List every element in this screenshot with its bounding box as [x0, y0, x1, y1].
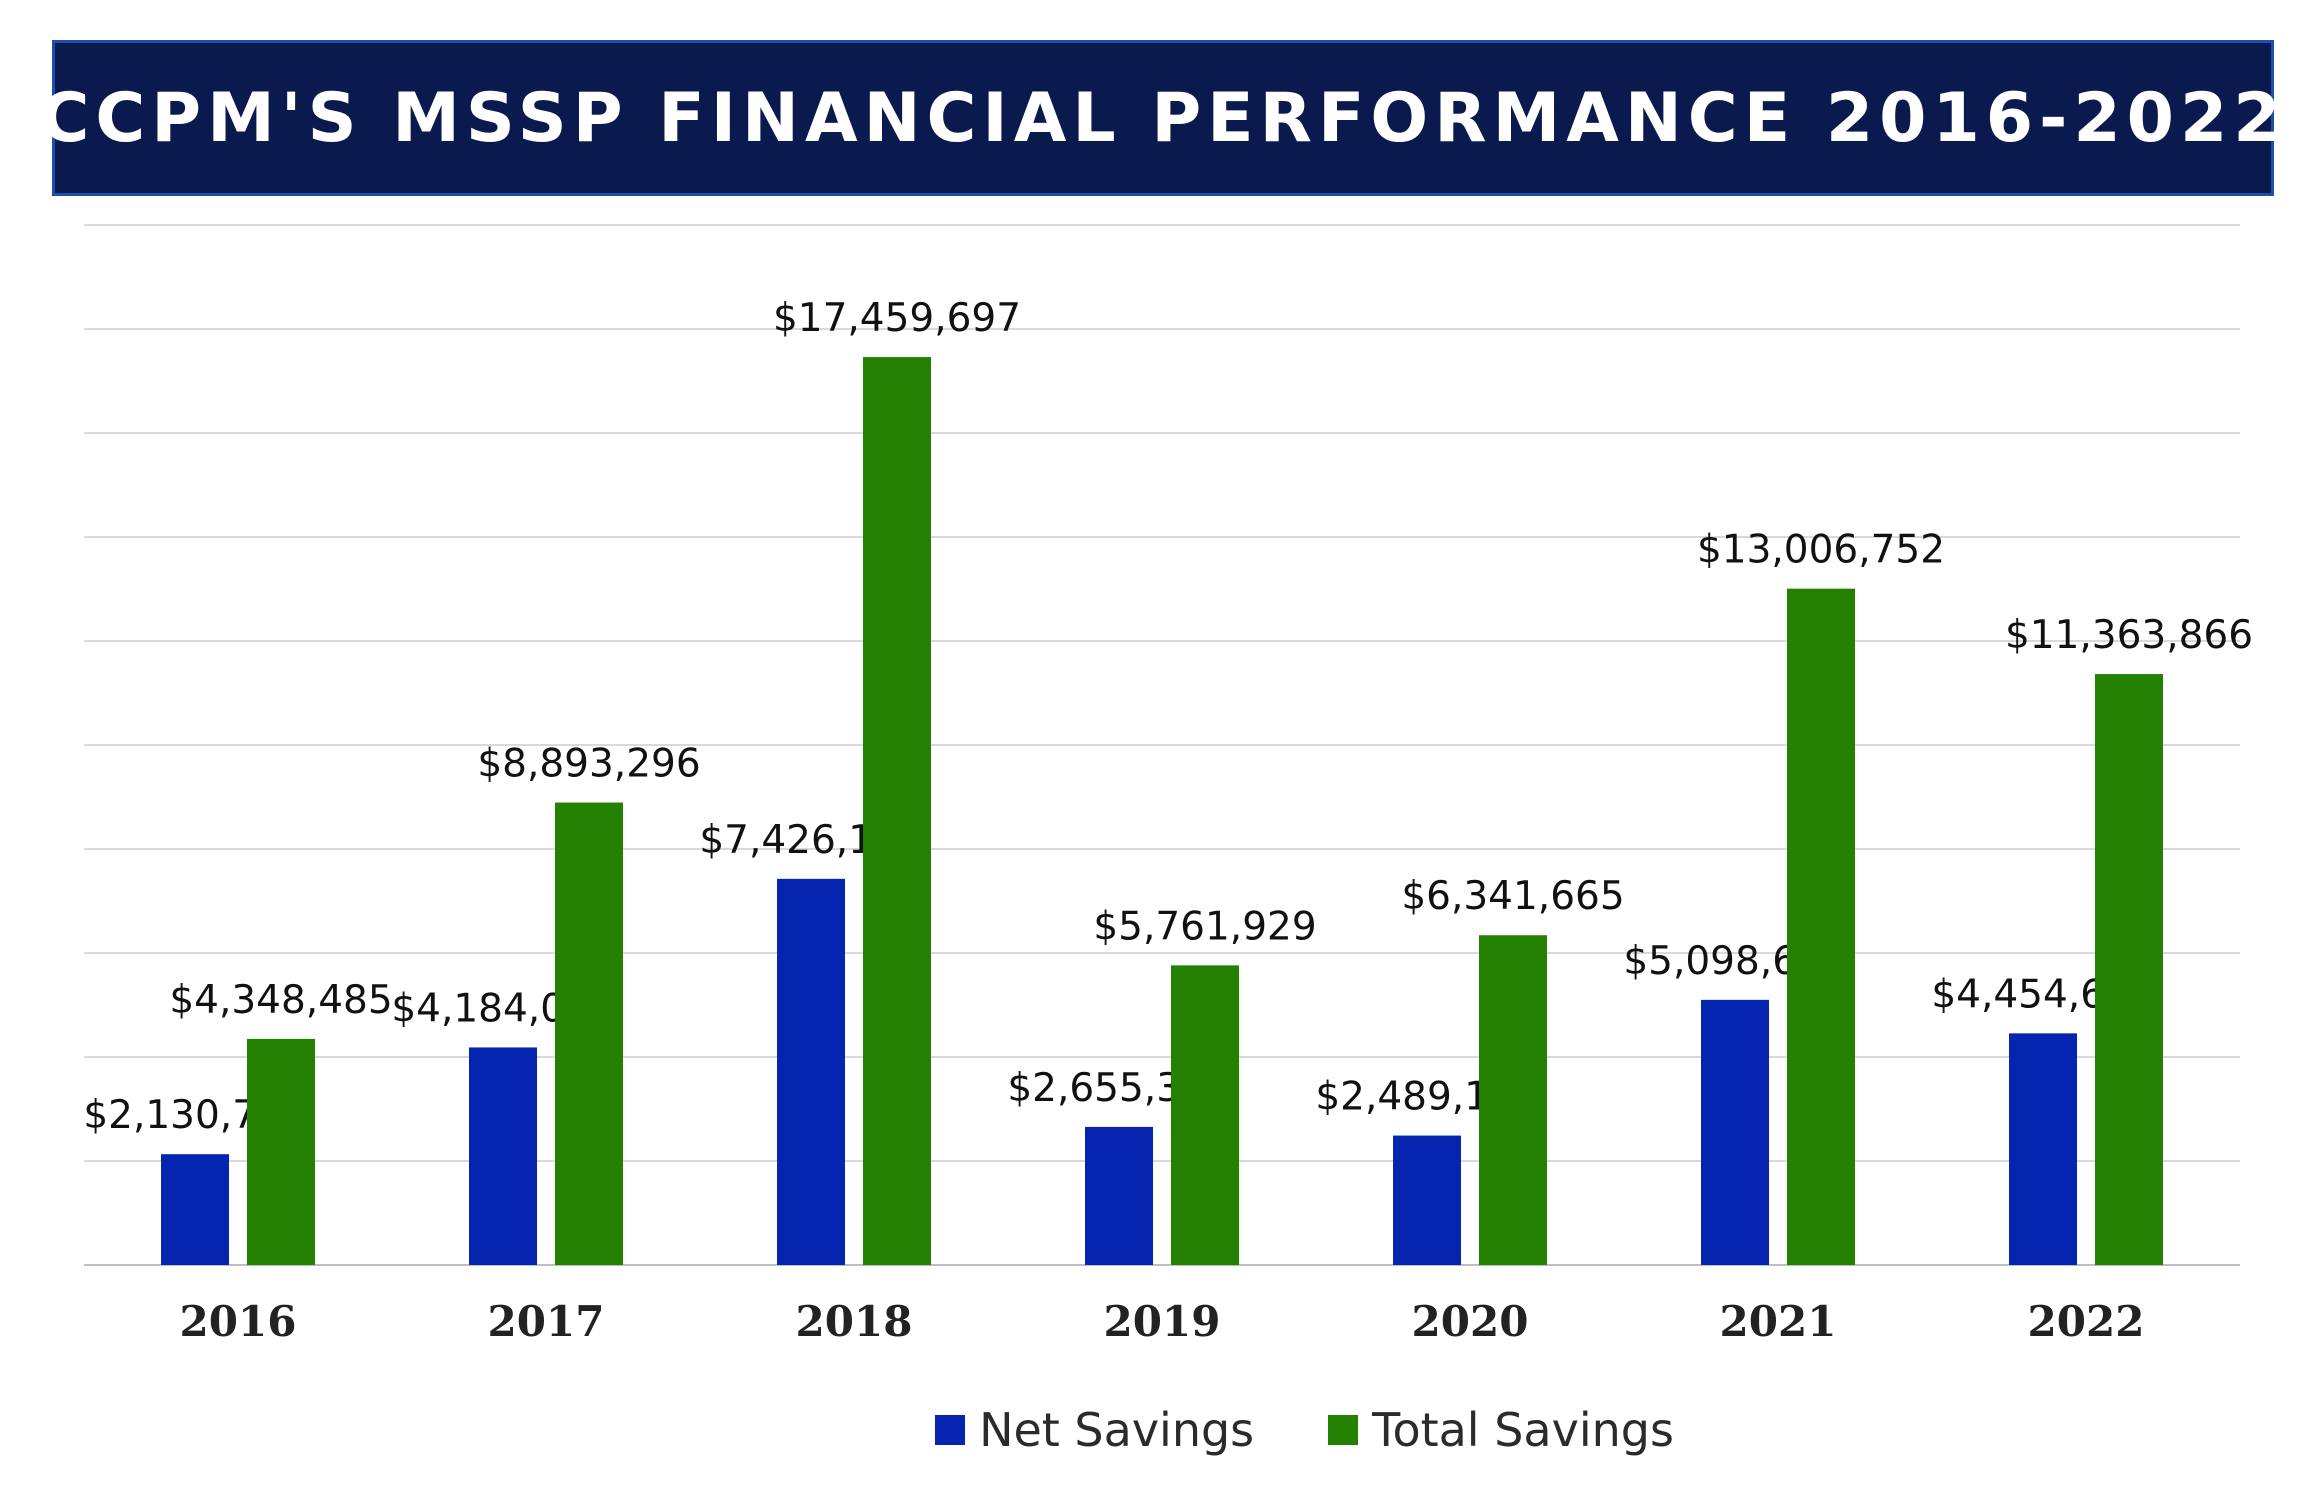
x-tick-label: 2021 — [1720, 1297, 1837, 1346]
bar-total-savings — [1479, 935, 1547, 1265]
data-label-total: $4,348,485 — [169, 978, 392, 1023]
chart-title: CCPM'S MSSP FINANCIAL PERFORMANCE 2016-2… — [39, 78, 2287, 158]
bar-net-savings — [1085, 1126, 1153, 1265]
legend-label-net: Net Savings — [979, 1403, 1255, 1457]
bar-net-savings — [161, 1154, 229, 1265]
bar-total-savings — [2095, 674, 2163, 1265]
bar-total-savings — [555, 802, 623, 1265]
x-tick-label: 2020 — [1412, 1297, 1529, 1346]
bar-total-savings — [863, 357, 931, 1265]
data-label-total: $13,006,752 — [1697, 528, 1945, 573]
bar-total-savings — [1171, 965, 1239, 1265]
x-tick-label: 2017 — [488, 1297, 605, 1346]
bar-net-savings — [1393, 1135, 1461, 1265]
bar-total-savings — [1787, 588, 1855, 1265]
x-tick-label: 2022 — [2028, 1297, 2145, 1346]
legend: Net Savings Total Savings — [0, 1395, 2313, 1465]
data-label-total: $11,363,866 — [2005, 613, 2253, 658]
data-label-total: $8,893,296 — [477, 742, 700, 787]
data-label-total: $5,761,929 — [1093, 904, 1316, 949]
legend-item-total: Total Savings — [1328, 1403, 1674, 1457]
bar-net-savings — [777, 878, 845, 1265]
legend-label-total: Total Savings — [1372, 1403, 1674, 1457]
x-tick-label: 2016 — [180, 1297, 297, 1346]
legend-swatch-total — [1328, 1415, 1359, 1445]
bar-net-savings — [1701, 999, 1769, 1265]
bar-net-savings — [469, 1047, 537, 1265]
data-label-total: $6,341,665 — [1401, 874, 1624, 919]
x-tick-label: 2019 — [1104, 1297, 1221, 1346]
legend-swatch-net — [935, 1415, 966, 1445]
title-banner: CCPM'S MSSP FINANCIAL PERFORMANCE 2016-2… — [39, 40, 2281, 196]
x-tick-label: 2018 — [796, 1297, 913, 1346]
data-label-total: $17,459,697 — [773, 296, 1021, 341]
bar-net-savings — [2009, 1033, 2077, 1265]
bar-total-savings — [247, 1038, 315, 1265]
legend-item-net: Net Savings — [639, 1403, 1254, 1457]
